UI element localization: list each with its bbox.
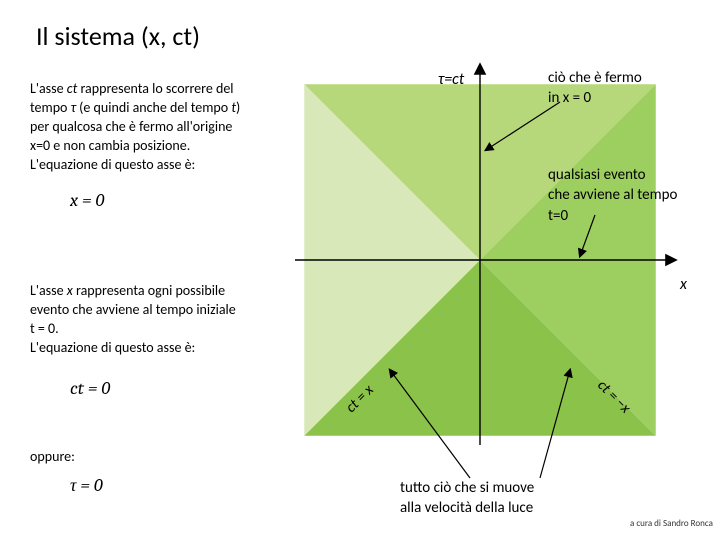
label-x-axis: x bbox=[680, 275, 687, 294]
annotation-qualsiasi: qualsiasi eventoche avviene al tempot=0 bbox=[548, 165, 677, 226]
credit-text: a cura di Sandro Ronca bbox=[630, 518, 713, 529]
annotation-fermo: ciò che è fermoin x = 0 bbox=[548, 68, 642, 109]
label-tau-ct: τ=ct bbox=[438, 70, 464, 89]
annotation-luce: tutto ciò che si muovealla velocità dell… bbox=[400, 478, 534, 519]
